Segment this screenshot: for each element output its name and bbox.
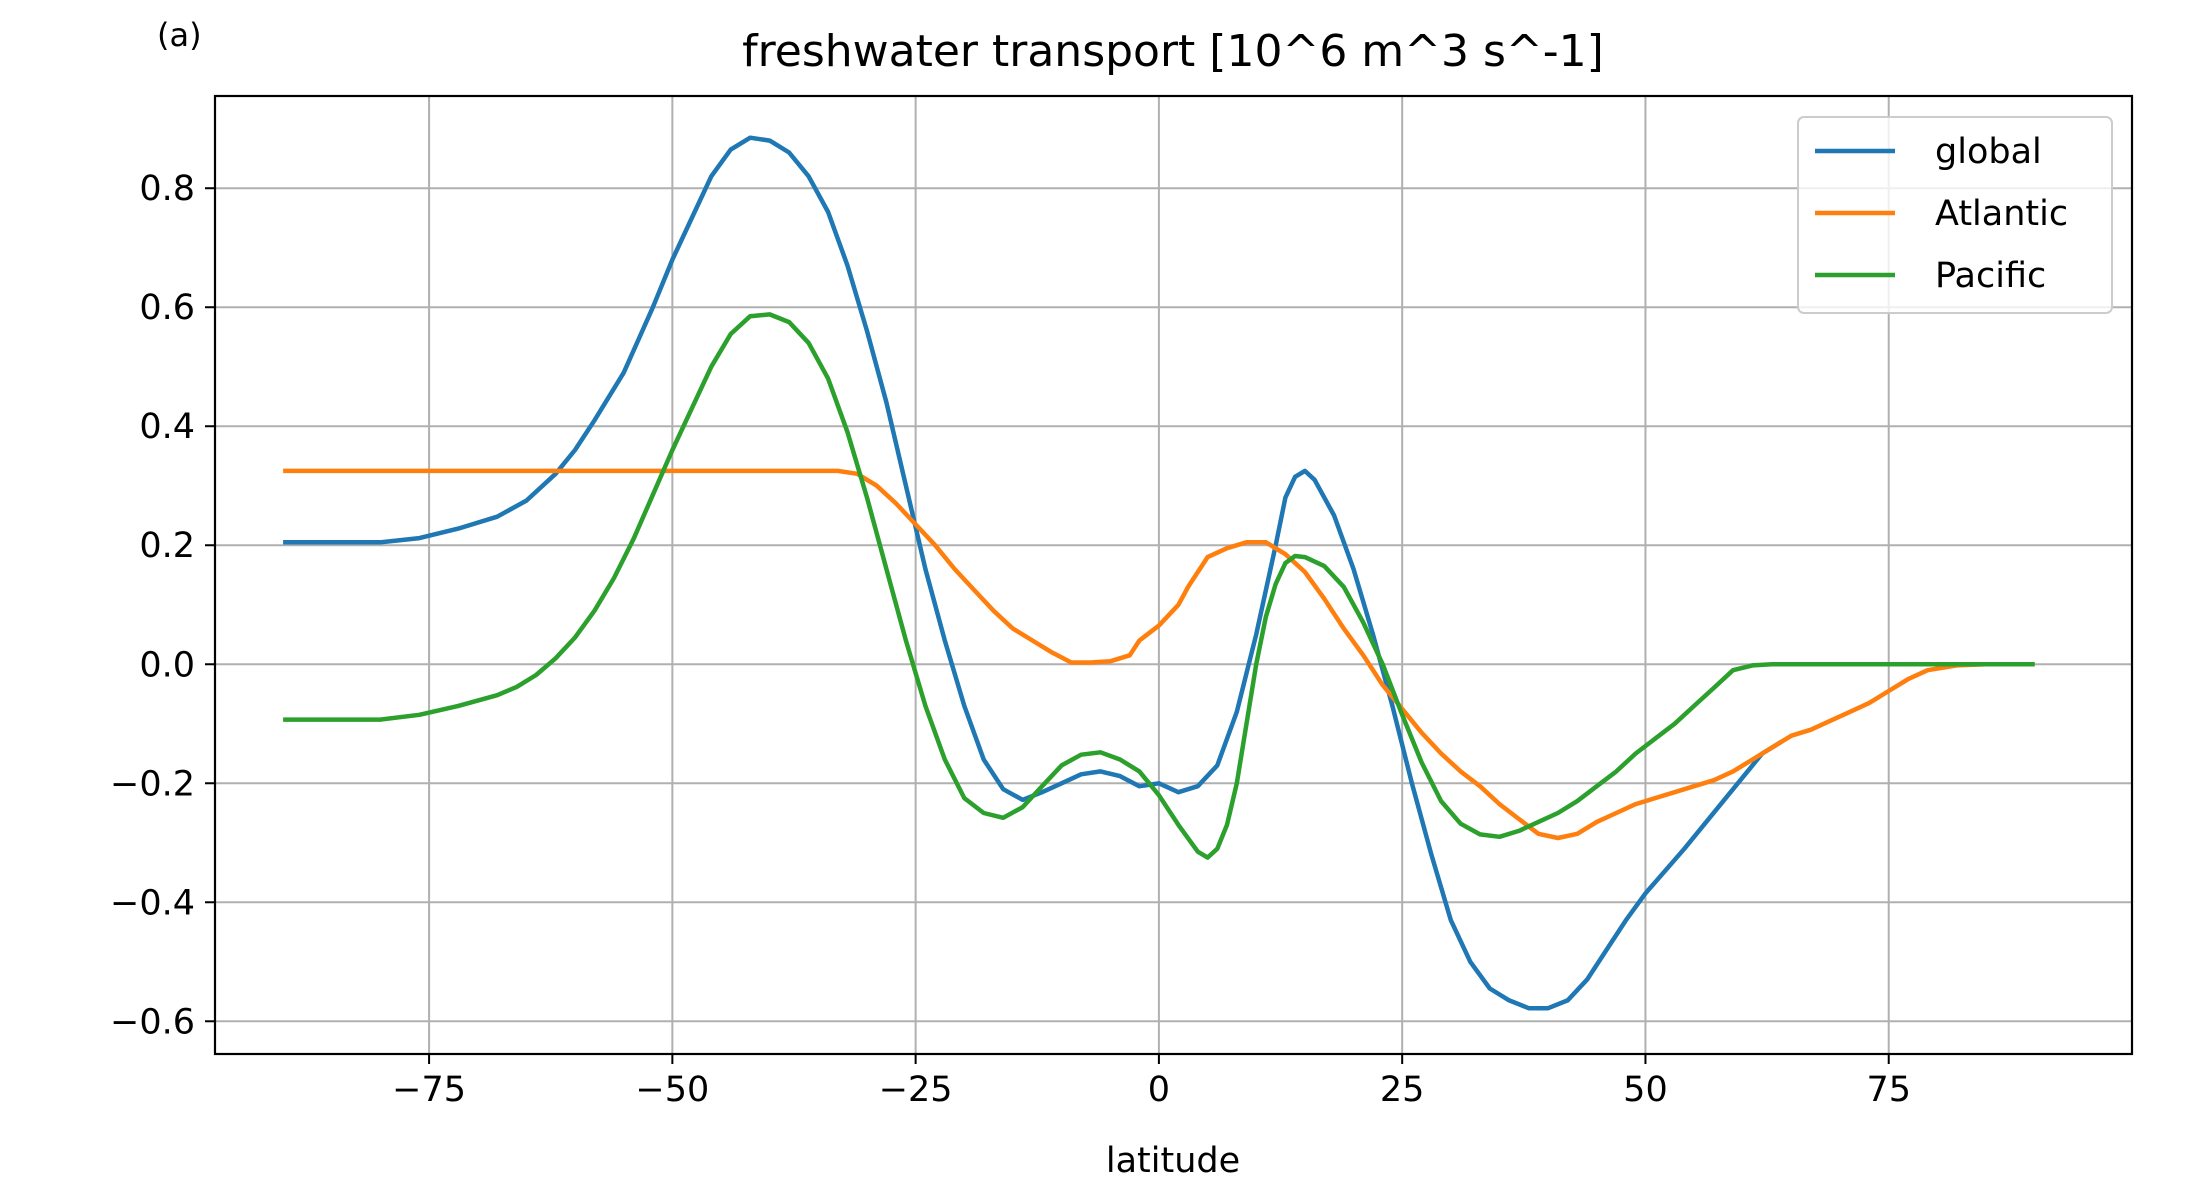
y-tick-label: −0.6: [110, 1002, 195, 1042]
x-tick-label: 25: [1380, 1070, 1425, 1110]
series-line-global: [283, 135, 1783, 1011]
plot-frame: [213, 94, 2134, 1056]
x-tick-label: −25: [879, 1070, 953, 1110]
y-tick-label: 0.2: [139, 526, 195, 566]
legend-label-global: global: [1935, 132, 2042, 172]
y-tick-label: 0.0: [139, 645, 195, 685]
y-tick-label: 0.4: [139, 407, 195, 447]
x-tick-label: −75: [392, 1070, 466, 1110]
x-tick-label: 0: [1148, 1070, 1170, 1110]
series-lines: [283, 135, 2035, 1011]
x-tick-label: −50: [635, 1070, 709, 1110]
series-line-pacific: [283, 312, 2035, 860]
legend-label-pacific: Pacific: [1935, 256, 2046, 296]
legend-label-atlantic: Atlantic: [1935, 194, 2068, 234]
x-tick-label: 50: [1623, 1070, 1668, 1110]
y-tick-label: 0.8: [139, 169, 195, 209]
panel-label: (a): [157, 16, 202, 54]
chart-title: freshwater transport [10^6 m^3 s^-1]: [742, 26, 1604, 77]
legend: global Atlantic Pacific: [1797, 116, 2113, 314]
x-axis-label: latitude: [1106, 1141, 1240, 1181]
legend-box: [1797, 116, 2113, 314]
y-tick-label: 0.6: [139, 288, 195, 328]
y-tick-label: −0.4: [110, 883, 195, 923]
x-tick-label: 75: [1866, 1070, 1911, 1110]
y-tick-label: −0.2: [110, 764, 195, 804]
series-line-atlantic: [283, 468, 2035, 841]
axis-ticks: −75 −50 −25 0 25 50 75 −0.6 −0.4 −0.2 0.0 0.2 0.4 0.6…: [110, 169, 1911, 1110]
